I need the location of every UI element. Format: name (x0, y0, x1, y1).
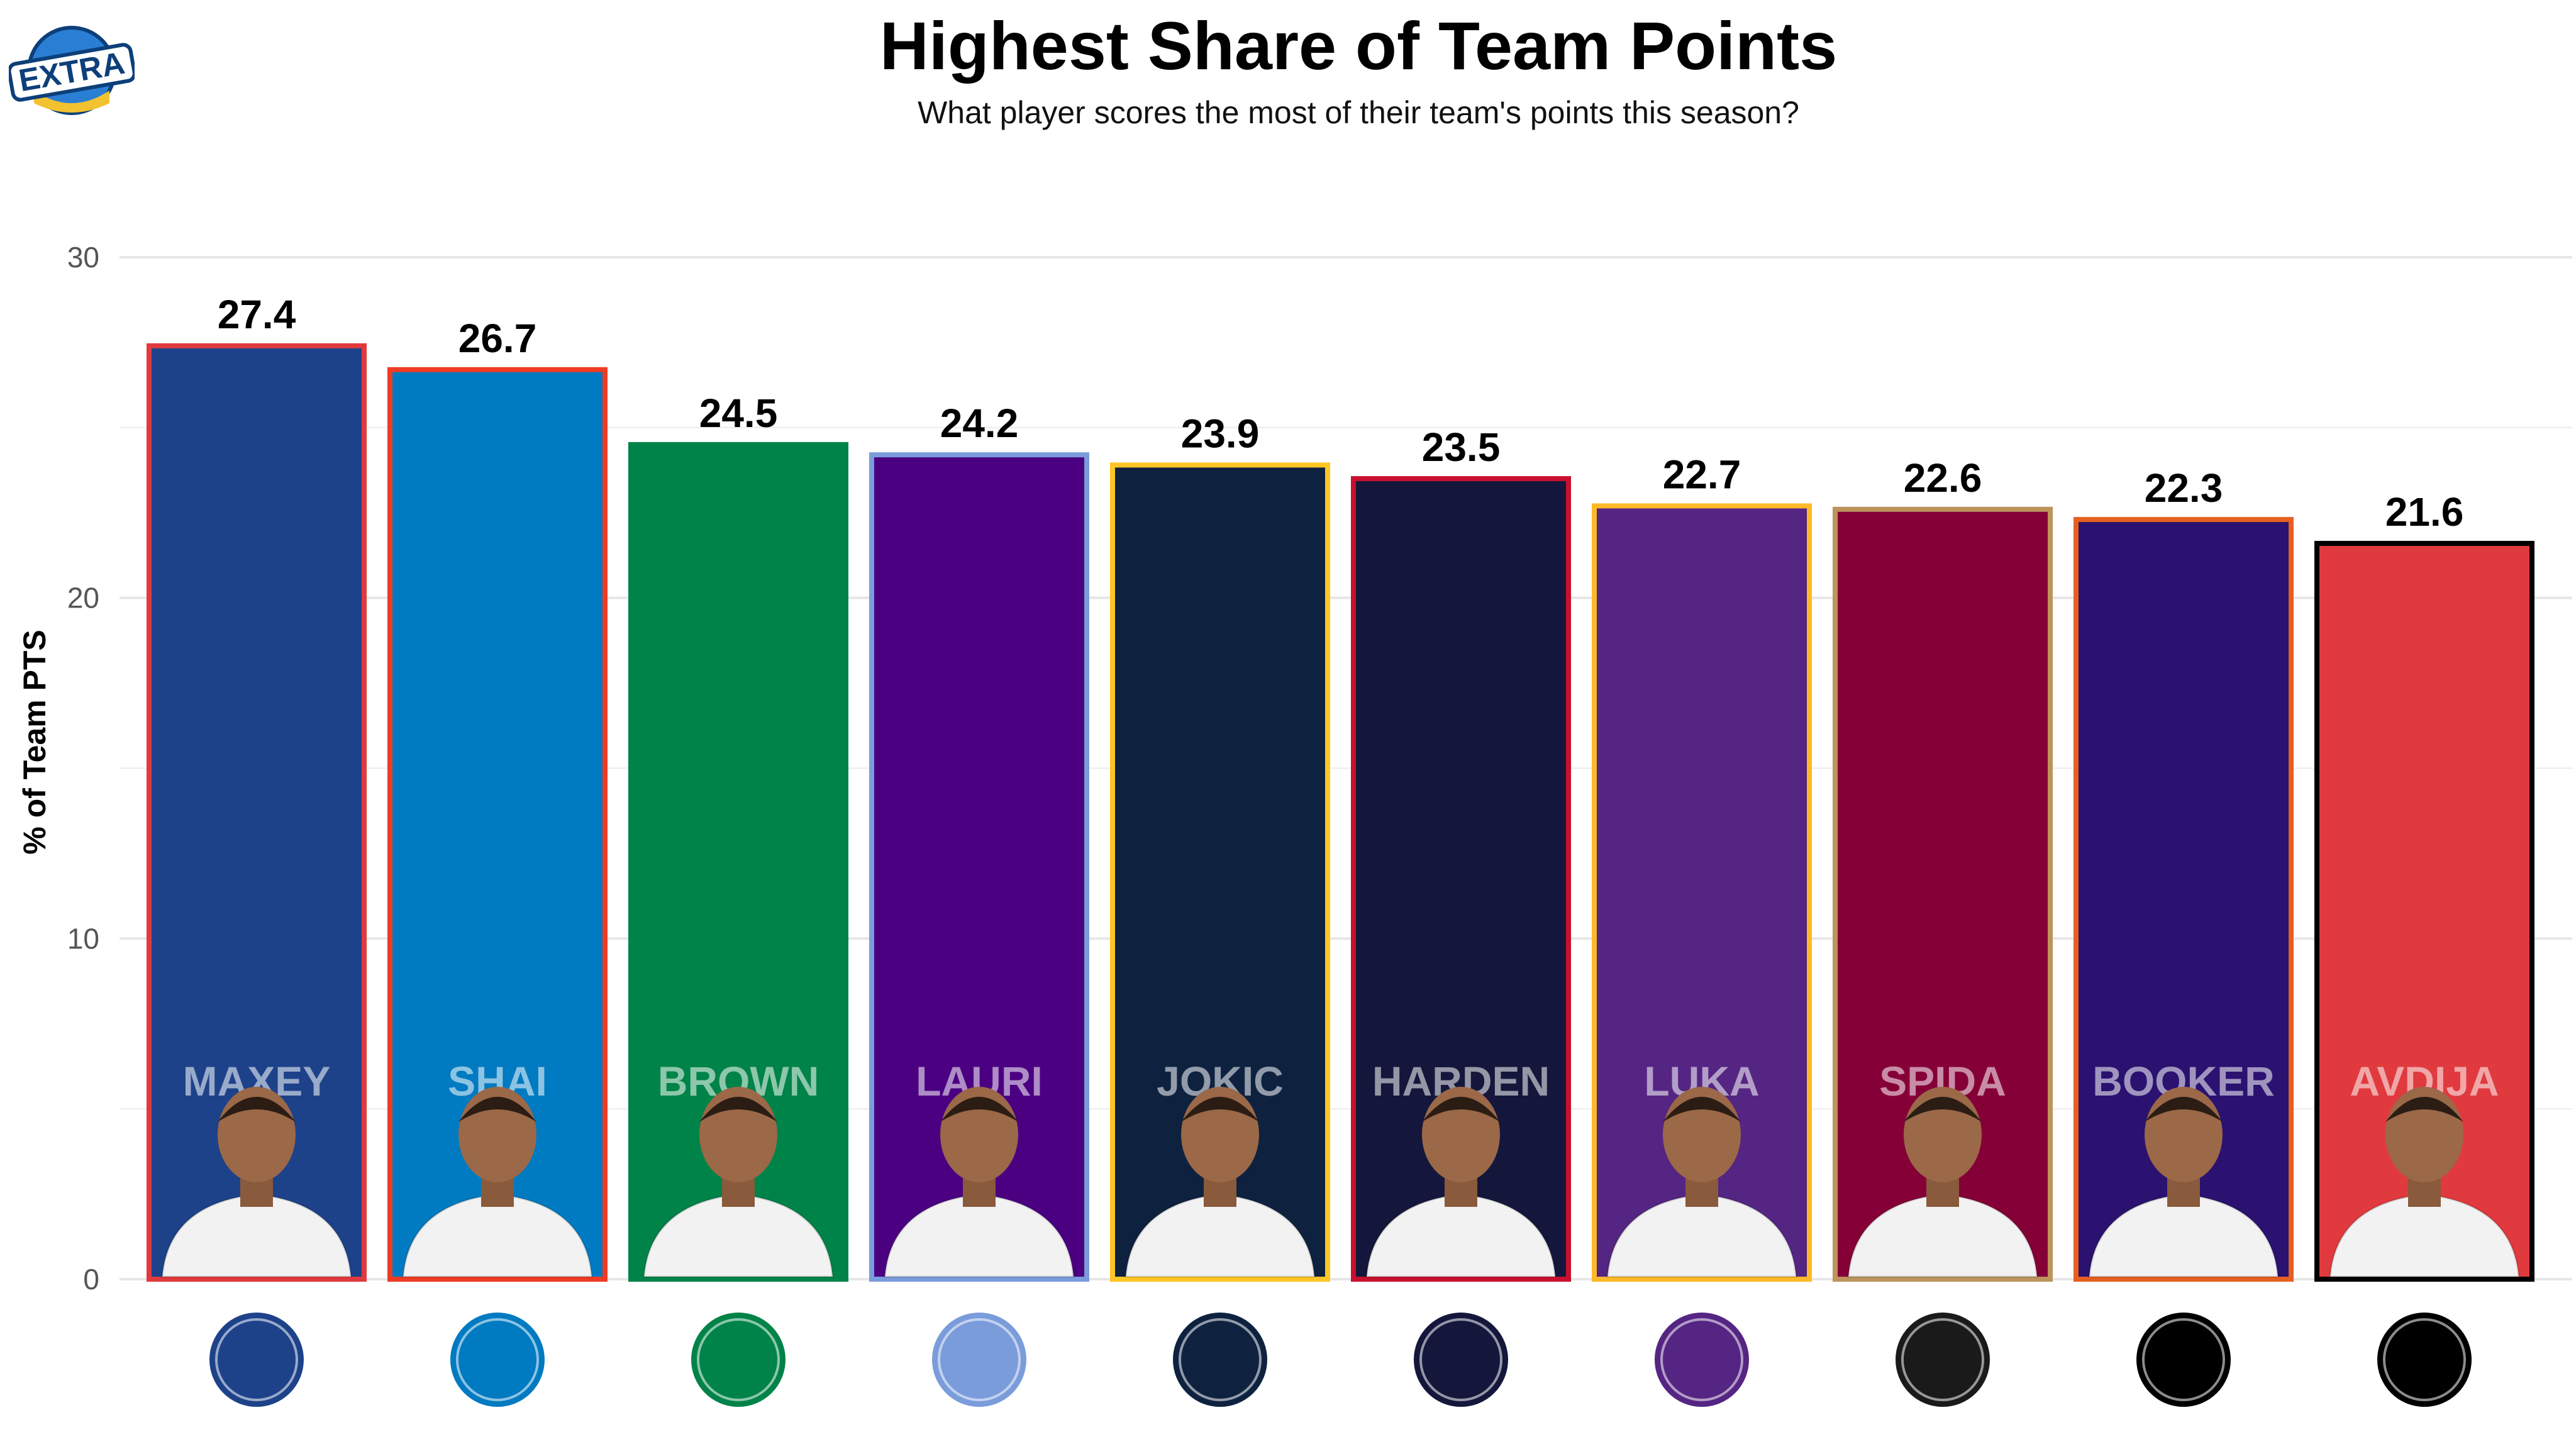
y-axis-ticks: 0 10 20 30 (67, 241, 99, 1296)
bar-value-label: 24.2 (940, 401, 1019, 446)
team-logo-celtics (687, 1309, 789, 1411)
y-tick-label: 30 (67, 241, 99, 274)
bar-value-label: 21.6 (2385, 489, 2464, 535)
player-headshot (161, 1087, 352, 1278)
team-logo-lakers (1651, 1309, 1753, 1411)
player-headshot (643, 1087, 834, 1278)
y-tick-label: 20 (67, 582, 99, 614)
bar-value-label: 27.4 (218, 292, 296, 337)
team-logo-76ers (206, 1309, 308, 1411)
bar-value-label: 22.6 (1904, 455, 1982, 501)
team-logo-thunder (447, 1309, 548, 1411)
team-logo-cavaliers (1892, 1309, 1994, 1411)
team-logos (206, 1309, 2475, 1411)
player-headshot (1365, 1087, 1557, 1278)
team-logo-nuggets (1169, 1309, 1271, 1411)
player-headshot (2329, 1087, 2520, 1278)
team-logo-jazz (928, 1309, 1030, 1411)
chart-subtitle: What player scores the most of their tea… (918, 95, 1799, 130)
y-tick-label: 10 (67, 922, 99, 955)
player-headshot (2088, 1087, 2279, 1278)
bar (1592, 503, 1812, 1282)
team-logo-trail-blazers (2373, 1309, 2475, 1411)
bar-value-label: 22.7 (1663, 452, 1741, 497)
chart-title: Highest Share of Team Points (879, 8, 1838, 84)
player-headshot (884, 1087, 1075, 1278)
bar-value-label: 23.5 (1422, 425, 1501, 470)
bar-value-label: 26.7 (458, 316, 537, 361)
team-logo-clippers (1410, 1309, 1512, 1411)
team-logo-suns (2133, 1309, 2235, 1411)
bar-value-label: 22.3 (2145, 465, 2223, 511)
player-headshot (1847, 1087, 2038, 1278)
player-headshot (402, 1087, 593, 1278)
extra-badge-logo: EXTRA (9, 26, 135, 115)
y-tick-label: 0 (83, 1263, 99, 1296)
player-headshot (1606, 1087, 1797, 1278)
bar-value-label: 23.9 (1181, 411, 1260, 456)
bar-value-label: 24.5 (699, 391, 778, 436)
bars: 27.4MAXEY26.7SHAI24.5BROWN24.2LAURI23.9J… (147, 292, 2534, 1282)
player-headshot (1124, 1087, 1316, 1278)
